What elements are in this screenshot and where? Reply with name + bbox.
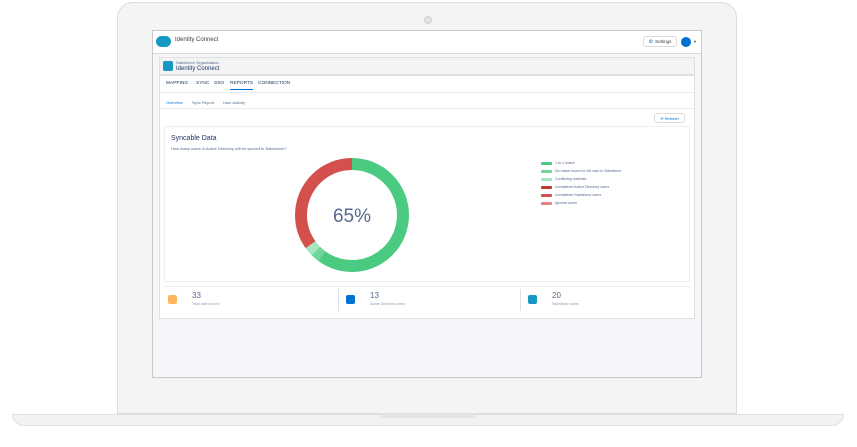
subtab-user-activity[interactable]: User Activity bbox=[223, 100, 246, 105]
stat-value: 20 bbox=[552, 291, 561, 300]
legend-item: Conflicting matches bbox=[541, 175, 621, 183]
legend-label: Unmatched Salesforce users bbox=[555, 193, 602, 197]
refresh-icon: ⟳ bbox=[660, 115, 664, 121]
legend-swatch bbox=[541, 201, 552, 205]
divider bbox=[520, 289, 521, 311]
legend-swatch bbox=[541, 169, 552, 173]
org-icon bbox=[163, 61, 173, 71]
legend-label: No match found for AD user in Salesforce bbox=[555, 169, 622, 173]
org-subtitle: Salesforce Organization bbox=[176, 60, 219, 65]
app-screen: Identity Connect ⚙ Settings ▼ Salesforce… bbox=[152, 30, 702, 378]
stat-label: Total users found bbox=[192, 302, 220, 306]
settings-button[interactable]: ⚙ Settings bbox=[643, 36, 677, 47]
salesforce-logo-icon bbox=[156, 36, 171, 47]
avatar[interactable] bbox=[681, 37, 691, 47]
windows-icon bbox=[346, 295, 355, 304]
users-icon bbox=[168, 295, 177, 304]
legend-item: No match found for AD user in Salesforce bbox=[541, 167, 621, 175]
stat-total-users: 33 Total users found bbox=[164, 287, 334, 313]
donut-center-label: 65% bbox=[333, 206, 371, 227]
salesforce-icon bbox=[528, 295, 537, 304]
stats-bar: 33 Total users found 13 Active Directory… bbox=[164, 286, 690, 313]
page-title: Identity Connect bbox=[176, 66, 220, 72]
org-header: Salesforce Organization Identity Connect bbox=[159, 57, 695, 75]
donut-slice-4 bbox=[295, 158, 409, 272]
panel-subtitle: How many users in Active Directory will … bbox=[171, 146, 287, 151]
legend-swatch bbox=[541, 185, 552, 189]
tab-connection[interactable]: CONNECTION bbox=[258, 81, 291, 86]
settings-label: Settings bbox=[655, 39, 672, 44]
stat-ad-users: 13 Active Directory users bbox=[342, 287, 512, 313]
stat-salesforce-users: 20 Salesforce users bbox=[524, 287, 690, 313]
refresh-button[interactable]: ⟳ Refresh bbox=[654, 113, 685, 123]
tab-mapping[interactable]: MAPPING bbox=[166, 81, 189, 86]
stat-label: Salesforce users bbox=[552, 302, 579, 306]
app-header: Identity Connect ⚙ Settings ▼ bbox=[153, 31, 701, 54]
legend-label: 1 to 1 match bbox=[555, 161, 575, 165]
legend-swatch bbox=[541, 161, 552, 165]
syncable-data-panel: Syncable Data How many users in Active D… bbox=[164, 126, 690, 282]
legend-item: Unmatched Salesforce users bbox=[541, 191, 621, 199]
subtab-bar: Overview Sync Report User Activity bbox=[160, 96, 694, 109]
stat-label: Active Directory users bbox=[370, 302, 405, 306]
main-card: MAPPING SYNC SSO REPORTS CONNECTION Over… bbox=[159, 75, 695, 319]
legend-swatch bbox=[541, 193, 552, 197]
subtab-sync-report[interactable]: Sync Report bbox=[192, 100, 215, 105]
camera-icon bbox=[424, 16, 432, 24]
tab-reports[interactable]: REPORTS bbox=[230, 81, 254, 90]
legend-item: Ignored users bbox=[541, 199, 621, 207]
legend-label: Unmatched Active Directory users bbox=[555, 185, 610, 189]
legend-item: Unmatched Active Directory users bbox=[541, 183, 621, 191]
panel-title: Syncable Data bbox=[171, 135, 217, 142]
subtab-overview[interactable]: Overview bbox=[166, 100, 183, 105]
donut-chart: 65% bbox=[295, 158, 409, 272]
chart-legend: 1 to 1 match No match found for AD user i… bbox=[541, 159, 621, 207]
chevron-down-icon[interactable]: ▼ bbox=[693, 39, 697, 44]
divider bbox=[338, 289, 339, 311]
laptop-notch bbox=[380, 414, 476, 418]
legend-label: Conflicting matches bbox=[555, 177, 587, 181]
gear-icon: ⚙ bbox=[648, 38, 654, 45]
app-title: Identity Connect bbox=[175, 37, 219, 43]
stat-value: 33 bbox=[192, 291, 201, 300]
legend-swatch bbox=[541, 177, 552, 181]
tab-sso[interactable]: SSO bbox=[214, 81, 225, 86]
legend-label: Ignored users bbox=[555, 201, 577, 205]
tab-sync[interactable]: SYNC bbox=[196, 81, 210, 86]
stat-value: 13 bbox=[370, 291, 379, 300]
refresh-label: Refresh bbox=[664, 115, 679, 121]
legend-item: 1 to 1 match bbox=[541, 159, 621, 167]
tab-bar: MAPPING SYNC SSO REPORTS CONNECTION bbox=[160, 76, 694, 93]
